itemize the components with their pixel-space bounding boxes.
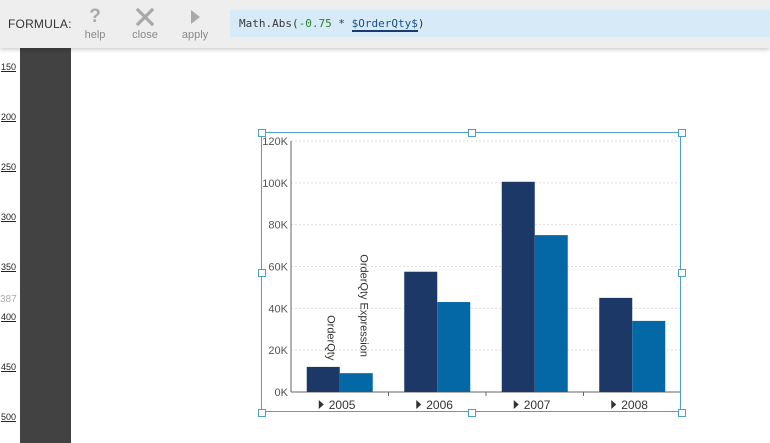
y-tick-label: 40K bbox=[268, 303, 288, 315]
ruler-tick: 150 bbox=[1, 62, 17, 72]
help-button[interactable]: ? help bbox=[75, 6, 115, 42]
ruler-tick: 350 bbox=[1, 262, 17, 272]
page-gutter bbox=[20, 48, 71, 443]
resize-handle-top[interactable] bbox=[468, 129, 476, 137]
y-tick-label: 80K bbox=[268, 220, 288, 232]
play-icon bbox=[175, 6, 215, 28]
category-label[interactable]: 2007 bbox=[524, 398, 551, 411]
bar[interactable] bbox=[306, 366, 340, 392]
formula-input[interactable]: Math.Abs(-0.75 * $OrderQty$) bbox=[230, 10, 770, 37]
bar[interactable] bbox=[437, 302, 471, 392]
category-label[interactable]: 2006 bbox=[426, 398, 453, 411]
expand-arrow-icon[interactable] bbox=[416, 400, 422, 409]
chart-selection-frame[interactable]: 0K 20K 40K 60K 80K 100K 120K OrderQty OrderQty E… bbox=[258, 129, 686, 417]
close-button[interactable]: close bbox=[125, 6, 165, 42]
resize-handle-top-left[interactable] bbox=[258, 129, 266, 137]
ruler-tick: 250 bbox=[1, 162, 17, 172]
resize-handle-bottom-right[interactable] bbox=[678, 409, 686, 417]
bar[interactable] bbox=[339, 373, 373, 392]
y-tick-label: 120K bbox=[262, 136, 288, 148]
formula-field-token[interactable]: $OrderQty$ bbox=[351, 17, 418, 32]
bar-chart[interactable]: 0K 20K 40K 60K 80K 100K 120K OrderQty OrderQty E… bbox=[262, 133, 680, 411]
ruler-tick: 200 bbox=[1, 112, 17, 122]
resize-handle-left[interactable] bbox=[258, 269, 266, 277]
ruler-tick: 500 bbox=[1, 412, 17, 422]
close-button-label: close bbox=[132, 29, 158, 41]
formula-operator: * bbox=[331, 17, 352, 30]
y-tick-label: 20K bbox=[268, 345, 288, 357]
formula-prefix: Math.Abs( bbox=[239, 17, 299, 30]
formula-label: FORMULA: bbox=[8, 17, 72, 31]
expand-arrow-icon[interactable] bbox=[513, 400, 519, 409]
ruler-tick: 300 bbox=[1, 212, 17, 222]
formula-number: -0.75 bbox=[298, 17, 332, 30]
bar[interactable] bbox=[404, 271, 438, 392]
category-label[interactable]: 2005 bbox=[329, 398, 356, 411]
ruler-tick: 450 bbox=[1, 362, 17, 372]
series-label: OrderQty Expression bbox=[357, 254, 369, 357]
formula-text[interactable]: Math.Abs(-0.75 * $OrderQty$) bbox=[239, 17, 424, 32]
help-button-label: help bbox=[84, 29, 106, 41]
series-label: OrderQty bbox=[324, 315, 336, 361]
expand-arrow-icon[interactable] bbox=[611, 400, 617, 409]
y-tick-label: 100K bbox=[262, 178, 288, 190]
resize-handle-bottom-left[interactable] bbox=[258, 409, 266, 417]
resize-handle-right[interactable] bbox=[678, 269, 686, 277]
close-icon bbox=[125, 6, 165, 28]
apply-button-label: apply bbox=[181, 29, 209, 41]
expand-arrow-icon[interactable] bbox=[318, 400, 324, 409]
resize-handle-top-right[interactable] bbox=[678, 129, 686, 137]
formula-toolbar: FORMULA: ? help close apply Math.Abs(-0.… bbox=[0, 0, 770, 48]
y-tick-label: 0K bbox=[275, 387, 289, 399]
ruler-tick: 400 bbox=[1, 312, 17, 322]
category-label[interactable]: 2008 bbox=[621, 398, 648, 411]
bar[interactable] bbox=[501, 181, 535, 392]
vertical-ruler: 150 200 250 300 350 400 450 500 387 bbox=[0, 48, 20, 443]
ruler-position-marker: 387 bbox=[0, 294, 17, 305]
bar[interactable] bbox=[599, 297, 633, 392]
bar[interactable] bbox=[632, 320, 666, 392]
y-tick-label: 60K bbox=[268, 262, 288, 274]
formula-suffix: ) bbox=[417, 17, 425, 30]
resize-handle-bottom[interactable] bbox=[468, 409, 476, 417]
bar[interactable] bbox=[534, 235, 568, 392]
apply-button[interactable]: apply bbox=[175, 6, 215, 42]
question-icon: ? bbox=[89, 6, 101, 27]
